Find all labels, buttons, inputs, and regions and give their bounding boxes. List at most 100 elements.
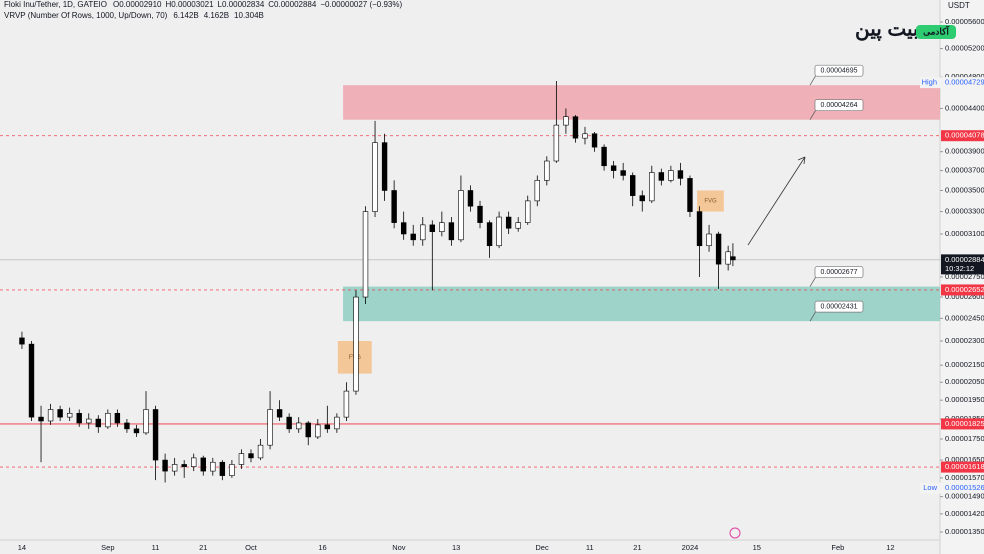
candle-body: [305, 422, 311, 438]
watermark-pill: [916, 25, 956, 39]
candle-body: [133, 428, 140, 434]
candle-body: [730, 256, 736, 261]
candle-body: [152, 409, 159, 461]
candle-body: [229, 464, 235, 476]
x-tick-label: 21: [633, 543, 641, 552]
candle-body: [563, 116, 569, 126]
candle-body: [439, 222, 445, 232]
arrow-head: [797, 156, 806, 165]
candle-body: [38, 416, 44, 422]
candle-body: [725, 251, 731, 265]
projection-arrow: [747, 156, 806, 246]
level-label: 0.00002652: [945, 285, 984, 294]
candle-body: [582, 133, 588, 139]
candle-body: [238, 453, 245, 465]
candle-body: [467, 190, 474, 207]
candle-body: [525, 200, 531, 223]
candle-body: [458, 190, 464, 241]
candle-body: [57, 409, 63, 418]
y-tick-label: 0.00002050: [945, 377, 984, 386]
candle-body: [572, 116, 579, 139]
last-price: 0.00002884: [945, 255, 984, 264]
y-tick-label: 0.00004800: [945, 72, 984, 81]
x-tick-label: 16: [318, 543, 326, 552]
candle-body: [248, 453, 254, 459]
watermark-sub: آکادمی: [923, 25, 950, 36]
y-tick-label: 0.00002300: [945, 336, 984, 345]
candle-body: [95, 418, 101, 428]
candle-body: [715, 233, 722, 265]
y-tick-label: 0.00001750: [945, 434, 984, 443]
candle-body: [219, 461, 226, 476]
callout-pointer: [809, 75, 817, 86]
level-label: 0.00001618: [945, 462, 984, 471]
candle-body: [286, 416, 292, 430]
candle-body: [706, 233, 712, 247]
x-tick-label: 2024: [682, 543, 699, 552]
indicator-down: 4.162B: [204, 11, 229, 20]
low_marker-name: Low: [923, 483, 937, 492]
candle-body: [553, 124, 560, 162]
candle-body: [639, 195, 645, 202]
currency: USDT: [948, 1, 970, 10]
candle-body: [296, 422, 302, 430]
indicator-total: 10.304B: [234, 11, 264, 20]
callout-box: [814, 266, 864, 278]
indicator-up: 6.142B: [173, 11, 198, 20]
candle-body: [171, 464, 178, 472]
level-label-bg: [941, 418, 984, 430]
candle-body: [381, 142, 388, 191]
y-tick-label: 0.00001490: [945, 492, 984, 501]
candle-body: [448, 222, 455, 241]
y-tick-label: 0.00001350: [945, 527, 984, 536]
x-tick-label: Oct: [245, 543, 258, 552]
x-tick-label: 12: [886, 543, 894, 552]
candle-body: [420, 224, 426, 241]
candle-body: [362, 211, 369, 298]
x-tick-label: 14: [18, 543, 26, 552]
candle-body: [76, 412, 82, 424]
candle-body: [324, 424, 331, 430]
candle-body: [410, 233, 416, 241]
y-tick-label: 0.00002600: [945, 292, 984, 301]
y-tick-label: 0.00005200: [945, 44, 984, 53]
low_marker-bg: [920, 482, 984, 494]
ohlc-low: L0.00002834: [218, 0, 265, 9]
candle-body: [19, 337, 25, 345]
x-tick-label: Nov: [392, 543, 406, 552]
candle-body: [47, 409, 54, 422]
ohlc-open: O0.00002910: [113, 0, 162, 9]
y-tick-label: 0.00003500: [945, 185, 984, 194]
y-tick-label: 0.00001650: [945, 455, 984, 464]
last-price-bg: [941, 254, 984, 275]
candle-body: [486, 222, 493, 247]
callout-label: 0.00002677: [821, 269, 858, 276]
x-tick-label: 21: [199, 543, 207, 552]
candle-body: [649, 172, 655, 202]
candle-body: [696, 211, 703, 247]
candle-body: [353, 296, 359, 392]
candle-body: [105, 412, 111, 428]
x-tick-label: Feb: [831, 543, 844, 552]
high_marker-value: 0.00004729: [945, 78, 984, 87]
candle-body: [591, 133, 598, 148]
candle-body: [28, 343, 35, 418]
candle-body: [668, 170, 674, 181]
level-label-bg: [941, 284, 984, 296]
candle-body: [477, 205, 483, 223]
y-tick-label: 0.00001950: [945, 395, 984, 404]
high_marker-bg: [920, 77, 984, 89]
candle-body: [114, 412, 121, 424]
candle-body: [143, 409, 149, 434]
event-icon[interactable]: [729, 527, 741, 539]
y-tick-label: 0.00002150: [945, 360, 984, 369]
candle-body: [515, 222, 521, 229]
candle-body: [505, 216, 512, 229]
y-tick-label: 0.00003100: [945, 229, 984, 238]
candle-body: [610, 165, 617, 171]
callout-label: 0.00002431: [821, 303, 858, 310]
candle-body: [687, 178, 693, 212]
level-label-bg: [941, 461, 984, 473]
